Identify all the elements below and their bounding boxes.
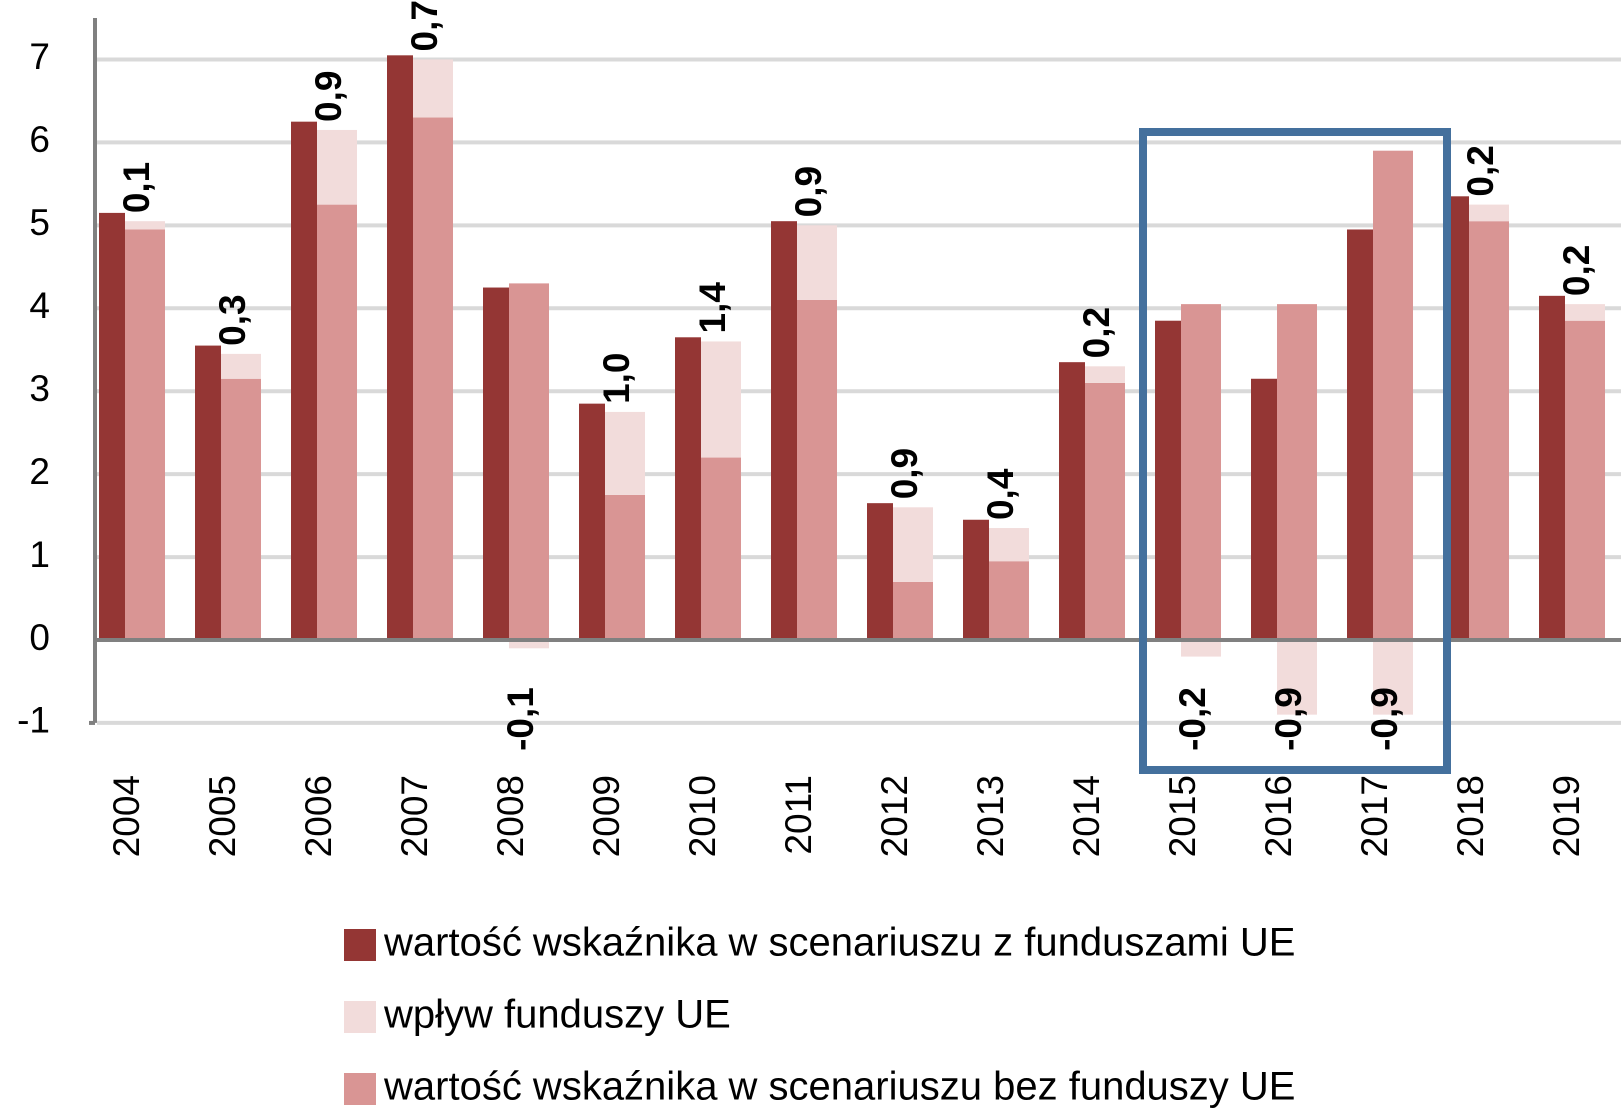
bar — [317, 204, 357, 640]
y-tick-label: 3 — [29, 368, 50, 409]
x-tick-label: 2013 — [970, 775, 1011, 857]
value-label: 0,2 — [1556, 245, 1597, 296]
x-tick-label: 2010 — [682, 775, 723, 857]
highlight-box — [1139, 128, 1451, 774]
bar — [99, 212, 125, 641]
bar — [413, 59, 453, 118]
x-tick-label: 2008 — [490, 775, 531, 857]
bar — [1469, 221, 1509, 641]
value-label: 0,1 — [116, 162, 157, 213]
y-tick-label: 6 — [29, 119, 50, 160]
bar — [1085, 366, 1125, 383]
value-label: 0,2 — [1076, 307, 1117, 358]
bar — [1373, 640, 1413, 715]
bar — [701, 457, 741, 640]
y-tick-label: 2 — [29, 451, 50, 492]
bar — [125, 229, 165, 641]
bar — [1085, 382, 1125, 640]
x-tick-label: 2011 — [778, 775, 819, 855]
bar — [797, 225, 837, 300]
bar — [701, 341, 741, 458]
bar — [675, 337, 701, 640]
bar — [579, 403, 605, 640]
bar — [893, 507, 933, 582]
x-tick-label: 2007 — [394, 775, 435, 857]
bar — [509, 283, 549, 640]
x-tick-label: 2018 — [1450, 775, 1491, 857]
value-label: -0,9 — [1364, 687, 1405, 751]
bar — [413, 117, 453, 640]
bar — [483, 287, 509, 640]
x-tick-label: 2005 — [202, 775, 243, 857]
bar — [221, 353, 261, 379]
value-label: 1,0 — [596, 352, 637, 403]
y-tick-label: -1 — [17, 700, 50, 741]
bar — [1277, 640, 1317, 715]
bar — [1155, 320, 1181, 640]
y-tick-label: 1 — [29, 534, 50, 575]
bar — [797, 299, 837, 640]
x-tick-label: 2015 — [1162, 775, 1203, 857]
bar — [1565, 320, 1605, 640]
x-tick-label: 2012 — [874, 775, 915, 857]
bar — [893, 581, 933, 640]
value-label: -0,1 — [500, 687, 541, 751]
legend-swatch — [344, 929, 376, 961]
bar — [1181, 304, 1221, 640]
bar — [867, 503, 893, 640]
bar — [291, 121, 317, 640]
bar — [1059, 362, 1085, 640]
bar — [605, 411, 645, 495]
x-tick-label: 2014 — [1066, 775, 1107, 857]
bar — [387, 55, 413, 640]
value-label: -0,2 — [1172, 687, 1213, 751]
legend-swatch — [344, 1001, 376, 1033]
bar — [1565, 304, 1605, 321]
bar — [963, 519, 989, 640]
x-tick-label: 2019 — [1546, 775, 1587, 857]
legend-swatch — [344, 1073, 376, 1105]
legend-label: wartość wskaźnika w scenariuszu z fundus… — [383, 921, 1295, 965]
x-tick-label: 2016 — [1258, 775, 1299, 857]
y-tick-label: 5 — [29, 202, 50, 243]
value-label: 1,4 — [692, 282, 733, 334]
value-label: 0,9 — [884, 448, 925, 499]
bar — [1181, 640, 1221, 657]
bar — [317, 129, 357, 205]
bar — [195, 345, 221, 640]
bar — [1373, 150, 1413, 640]
bar — [1251, 378, 1277, 640]
legend-label: wpływ funduszy UE — [383, 993, 731, 1037]
bar — [771, 221, 797, 641]
bar — [1347, 229, 1373, 641]
value-label: -0,9 — [1268, 687, 1309, 751]
bar — [989, 561, 1029, 640]
value-label: 0,9 — [788, 166, 829, 217]
x-tick-label: 2009 — [586, 775, 627, 857]
bar — [989, 528, 1029, 562]
value-label: 0,2 — [1460, 145, 1501, 196]
bar — [605, 494, 645, 640]
legend-label: wartość wskaźnika w scenariuszu bez fund… — [383, 1065, 1295, 1109]
x-tick-label: 2004 — [106, 775, 147, 857]
value-label: 0,9 — [308, 71, 349, 122]
y-tick-label: 7 — [29, 36, 50, 77]
value-label: 0,4 — [980, 468, 1021, 520]
bar — [125, 221, 165, 230]
value-label: 0,7 — [404, 0, 445, 51]
y-tick-label: 0 — [29, 617, 50, 658]
y-tick-label: 4 — [29, 285, 50, 326]
bar — [509, 640, 549, 649]
x-tick-label: 2017 — [1354, 775, 1395, 857]
bar — [1469, 204, 1509, 222]
bar — [1539, 295, 1565, 640]
bar — [1277, 304, 1317, 640]
x-tick-label: 2006 — [298, 775, 339, 857]
value-label: 0,3 — [212, 294, 253, 345]
bar — [221, 378, 261, 640]
